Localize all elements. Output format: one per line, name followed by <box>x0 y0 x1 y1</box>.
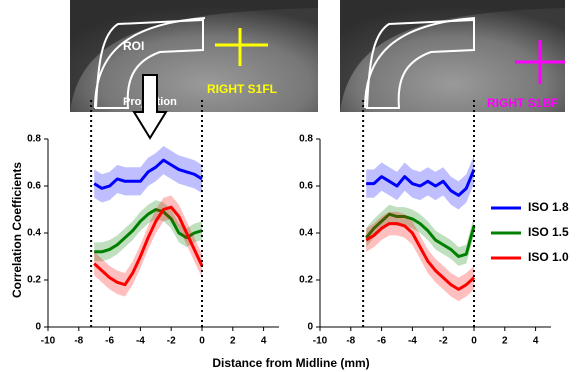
x-tick-label: 4 <box>533 336 539 347</box>
x-tick-label: -6 <box>105 336 114 347</box>
mri-left: ROI Projection RIGHT S1FL <box>70 0 318 112</box>
x-tick-label: 2 <box>502 336 508 347</box>
error-band <box>366 155 474 209</box>
mri-right: RIGHT S1BF <box>340 0 565 112</box>
x-tick-label: -8 <box>346 336 355 347</box>
x-tick-label: -10 <box>313 336 328 347</box>
y-tick-label: 0.4 <box>27 228 41 239</box>
y-tick-label: 0.6 <box>27 181 41 192</box>
y-tick-label: 0 <box>35 322 41 333</box>
legend-label: ISO 1.0 <box>528 250 569 264</box>
y-tick-label: 0.6 <box>299 181 313 192</box>
annotation: ROI <box>123 39 144 53</box>
x-tick-label: 2 <box>230 336 236 347</box>
legend-label: ISO 1.8 <box>528 200 569 214</box>
y-axis-label: Correlation Coefficients <box>10 162 24 298</box>
x-tick-label: 0 <box>471 336 477 347</box>
y-tick-label: 0.4 <box>299 228 313 239</box>
y-tick-label: 0.2 <box>27 275 41 286</box>
x-axis-label: Distance from Midline (mm) <box>212 356 369 370</box>
x-tick-label: 4 <box>261 336 267 347</box>
x-tick-label: -4 <box>408 336 417 347</box>
legend-label: ISO 1.5 <box>528 225 569 239</box>
x-tick-label: -8 <box>74 336 83 347</box>
x-tick-label: -2 <box>167 336 176 347</box>
y-tick-label: 0.8 <box>299 134 313 145</box>
annotation: RIGHT S1FL <box>207 82 277 96</box>
figure: ROI Projection RIGHT S1FL RIGHT S1BF Cor… <box>0 0 582 372</box>
x-tick-label: -2 <box>439 336 448 347</box>
x-tick-label: -6 <box>377 336 386 347</box>
y-tick-label: 0.8 <box>27 134 41 145</box>
y-tick-label: 0.2 <box>299 275 313 286</box>
x-tick-label: -4 <box>136 336 145 347</box>
x-tick-label: 0 <box>199 336 205 347</box>
annotation: RIGHT S1BF <box>487 96 558 110</box>
y-tick-label: 0 <box>307 322 313 333</box>
x-tick-label: -10 <box>41 336 56 347</box>
